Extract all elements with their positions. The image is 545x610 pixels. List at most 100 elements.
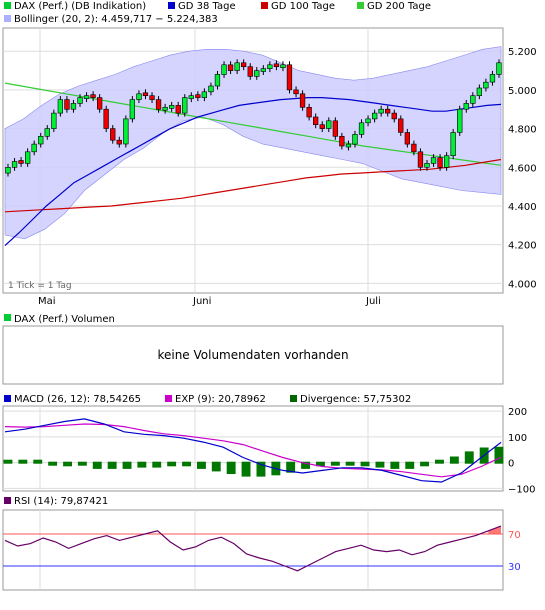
candle-body	[155, 99, 162, 110]
candle-body	[64, 99, 70, 110]
candle-body	[175, 105, 181, 114]
candle-body	[430, 157, 437, 164]
candle-body	[384, 108, 391, 114]
month-axis: Mai Juni Juli	[38, 296, 381, 307]
candle-body	[51, 112, 57, 129]
candle-body	[11, 161, 18, 168]
candle-body	[77, 97, 83, 104]
candle-body	[103, 108, 109, 129]
macd-legend: MACD (26, 12): 78,54265 EXP (9): 20,7896…	[4, 394, 411, 405]
main-y-tick-label: 5.000	[508, 86, 537, 97]
divergence-bar	[360, 461, 370, 467]
divergence-bar	[3, 459, 13, 464]
candle-body	[345, 143, 352, 148]
legend-swatch-dax	[4, 2, 11, 9]
main-y-tick-label: 4.400	[508, 202, 537, 213]
candlesticks	[5, 59, 502, 177]
candle-body	[70, 103, 77, 110]
legend-label-exp: EXP (9): 20,78962	[175, 394, 266, 405]
legend-swatch-gd38	[168, 2, 175, 9]
divergence-bar	[375, 461, 385, 468]
candle-body	[404, 132, 410, 145]
candle-body	[443, 155, 450, 168]
candle-body	[280, 64, 286, 69]
divergence-bar	[152, 461, 162, 468]
candle-body	[44, 128, 50, 137]
macd-lines	[4, 418, 502, 483]
candle-body	[110, 128, 116, 141]
divergence-bar	[286, 461, 296, 473]
legend-label-gd200: GD 200 Tage	[367, 1, 431, 12]
month-label-juli: Juli	[365, 296, 381, 307]
divergence-bar	[77, 461, 87, 466]
candle-body	[476, 87, 482, 96]
candle-body	[417, 151, 424, 168]
divergence-bar	[63, 461, 72, 467]
tick-note: 1 Tick = 1 Tag	[8, 281, 72, 291]
candle-body	[221, 64, 227, 75]
candle-body	[489, 74, 496, 83]
legend-swatch-divergence	[290, 395, 297, 402]
divergence-bar	[48, 461, 58, 466]
candle-body	[293, 89, 299, 95]
main-y-tick-label: 4.200	[508, 241, 537, 252]
candle-body	[371, 112, 378, 120]
candle-body	[378, 108, 384, 114]
legend-label-divergence: Divergence: 57,75302	[300, 394, 411, 405]
main-legend: DAX (Perf.) (DB Indikation) GD 38 Tage G…	[4, 1, 431, 25]
candle-body	[83, 95, 90, 99]
candle-body	[208, 85, 214, 93]
candle-body	[57, 99, 63, 114]
legend-swatch-bollinger	[4, 15, 11, 22]
macd-plot-frame	[2, 405, 504, 492]
candle-body	[31, 143, 37, 153]
month-label-juni: Juni	[192, 296, 211, 307]
divergence-bar	[241, 461, 251, 477]
legend-swatch-macd	[4, 395, 11, 402]
candle-body	[182, 97, 188, 114]
candle-body	[457, 108, 463, 133]
candle-body	[149, 95, 155, 100]
candle-body	[169, 105, 175, 109]
main-y-tick-label: 4.600	[508, 163, 537, 174]
divergence-bar	[182, 461, 191, 467]
divergence-bar	[464, 451, 474, 464]
candle-body	[319, 124, 325, 129]
divergence-bar	[211, 461, 221, 472]
candle-body	[332, 120, 338, 137]
candle-body	[273, 63, 280, 67]
candle-body	[38, 136, 44, 145]
candle-body	[424, 163, 430, 168]
legend-label-gd38: GD 38 Tage	[178, 1, 236, 12]
candle-body	[352, 134, 358, 145]
candle-body	[437, 157, 443, 168]
divergence-bar	[137, 461, 147, 468]
legend-swatch-gd100	[261, 2, 268, 9]
candle-body	[136, 93, 142, 100]
candle-body	[326, 120, 332, 129]
legend-label-rsi: RSI (14): 79,87421	[14, 496, 108, 507]
candle-body	[195, 94, 201, 98]
divergence-bar	[122, 461, 132, 469]
divergence-bar	[449, 456, 459, 464]
divergence-bar	[92, 461, 102, 469]
legend-swatch-volume	[4, 314, 11, 321]
candle-body	[411, 143, 417, 153]
candle-body	[306, 107, 312, 118]
candle-body	[201, 91, 207, 98]
legend-swatch-rsi	[4, 497, 11, 504]
macd-y-tick-label: 200	[508, 407, 527, 418]
legend-label-dax: DAX (Perf.) (DB Indikation)	[14, 1, 146, 12]
candle-body	[483, 81, 489, 89]
main-y-tick-label: 5.200	[508, 47, 537, 58]
candle-body	[286, 64, 293, 91]
candle-body	[214, 74, 221, 87]
candle-body	[496, 62, 502, 75]
divergence-bar	[197, 461, 206, 469]
divergence-bar	[167, 461, 177, 467]
macd-line	[4, 418, 502, 483]
divergence-bar	[18, 459, 28, 464]
legend-label-macd: MACD (26, 12): 78,54265	[14, 394, 141, 405]
candle-body	[312, 116, 319, 125]
